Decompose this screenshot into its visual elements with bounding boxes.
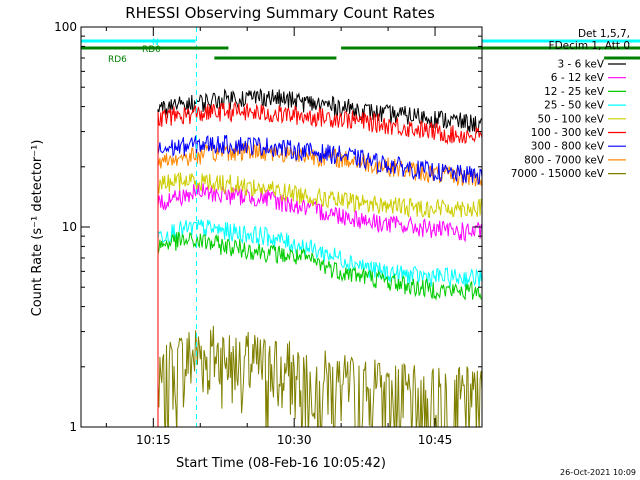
status-bar-label-rd6: RD6 bbox=[108, 55, 127, 65]
series-line-3 bbox=[157, 219, 482, 427]
y-tick-label-10: 10 bbox=[62, 220, 77, 234]
legend-label-0: 3 - 6 keV bbox=[557, 59, 604, 71]
chart-title: RHESSI Observing Summary Count Rates bbox=[125, 4, 435, 22]
series-line-1 bbox=[157, 183, 482, 427]
legend-label-1: 6 - 12 keV bbox=[551, 72, 605, 84]
status-bar-label-rd0: RD0 bbox=[142, 45, 161, 55]
legend-label-2: 12 - 25 keV bbox=[544, 86, 605, 98]
y-axis-label: Count Rate (s⁻¹ detector⁻¹) bbox=[30, 140, 45, 317]
series-line-2 bbox=[157, 232, 482, 427]
series-line-4 bbox=[157, 171, 482, 427]
x-tick-label-1030: 10:30 bbox=[277, 433, 312, 447]
legend-label-4: 50 - 100 keV bbox=[537, 113, 604, 125]
timestamp-label: 26-Oct-2021 10:09 bbox=[560, 468, 636, 477]
legend-label-6: 300 - 800 keV bbox=[531, 141, 605, 153]
status-bar-label-n: N bbox=[152, 38, 159, 48]
x-tick-label-1045: 10:45 bbox=[418, 433, 453, 447]
legend-label-5: 100 - 300 keV bbox=[531, 127, 605, 139]
data-series-group bbox=[157, 27, 482, 427]
x-tick-label-1015: 10:15 bbox=[136, 433, 171, 447]
series-line-8 bbox=[157, 325, 482, 427]
series-line-0 bbox=[157, 88, 482, 427]
legend-header-1: FDecim 1, Att 0 bbox=[549, 40, 630, 52]
series-line-5 bbox=[157, 101, 482, 427]
legend-label-3: 25 - 50 keV bbox=[544, 100, 605, 112]
y-tick-label-1: 1 bbox=[69, 420, 77, 434]
series-line-6 bbox=[157, 134, 482, 427]
x-axis-label: Start Time (08-Feb-16 10:05:42) bbox=[176, 456, 386, 471]
legend-label-7: 800 - 7000 keV bbox=[524, 154, 605, 166]
y-tick-label-100: 100 bbox=[54, 20, 77, 34]
legend-header-0: Det 1,5,7, bbox=[578, 28, 630, 40]
legend-label-8: 7000 - 15000 keV bbox=[511, 168, 605, 180]
